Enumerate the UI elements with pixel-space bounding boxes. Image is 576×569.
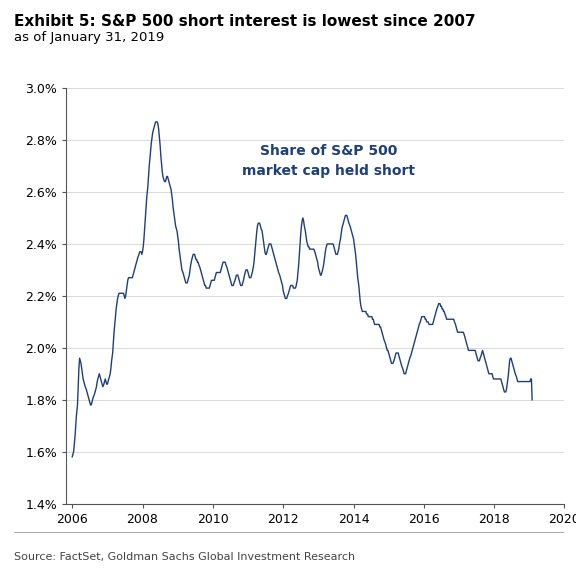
Text: Exhibit 5: S&P 500 short interest is lowest since 2007: Exhibit 5: S&P 500 short interest is low… (14, 14, 476, 29)
Text: Source: FactSet, Goldman Sachs Global Investment Research: Source: FactSet, Goldman Sachs Global In… (14, 552, 355, 562)
Text: Share of S&P 500
market cap held short: Share of S&P 500 market cap held short (242, 144, 415, 178)
Text: as of January 31, 2019: as of January 31, 2019 (14, 31, 165, 44)
